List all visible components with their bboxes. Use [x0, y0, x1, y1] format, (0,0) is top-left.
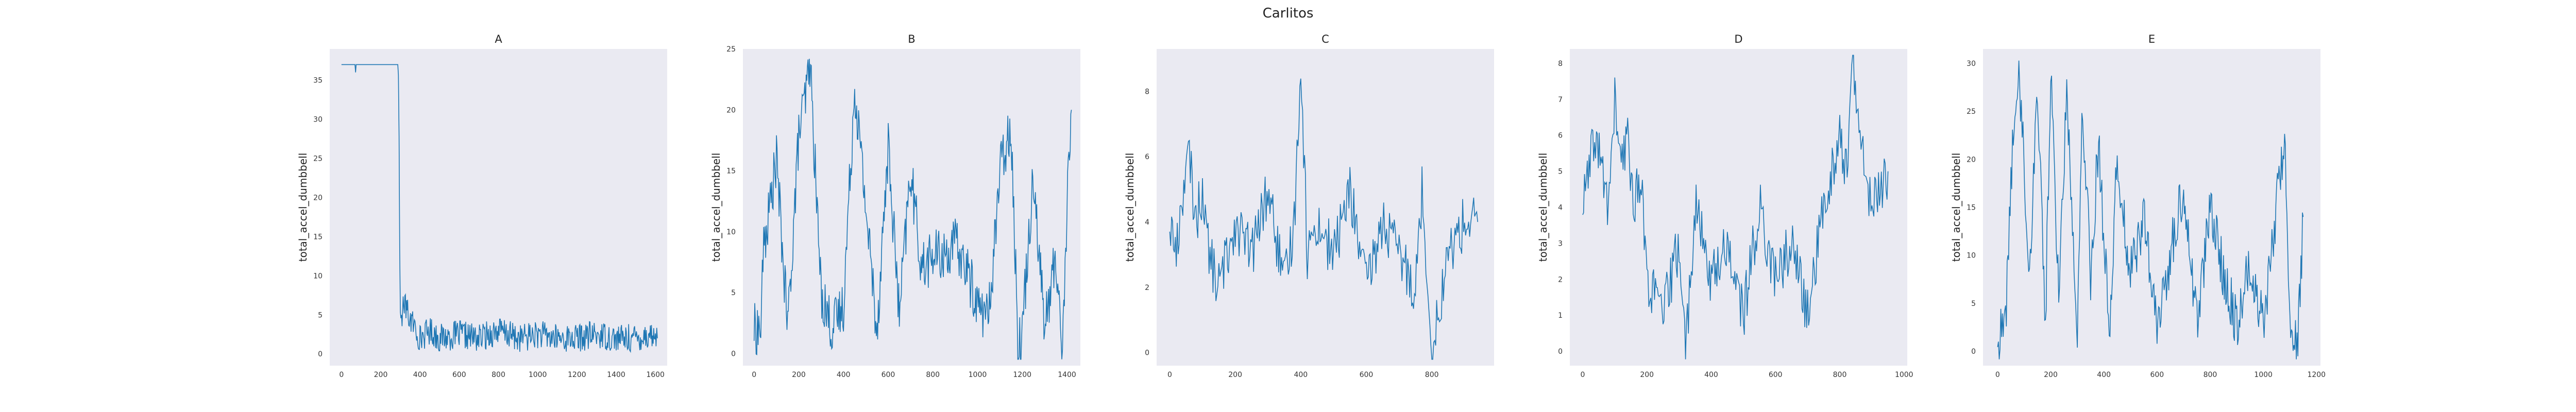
x-tick-label-a: 200: [374, 371, 388, 379]
x-tick-label-a: 400: [413, 371, 427, 379]
chart-title-d: D: [1734, 33, 1742, 45]
chart-title-e: E: [2148, 33, 2155, 45]
x-tick-label-a: 600: [452, 371, 466, 379]
y-tick-label-b: 10: [726, 228, 736, 236]
x-tick-label-b: 1400: [1058, 371, 1076, 379]
y-tick-label-b: 5: [731, 289, 736, 297]
plot-area-c: [1157, 49, 1494, 366]
x-tick-label-c: 800: [1425, 371, 1439, 379]
y-tick-label-d: 6: [1558, 132, 1563, 140]
x-tick-label-b: 1000: [969, 371, 987, 379]
y-tick-label-d: 0: [1558, 348, 1563, 356]
y-tick-label-a: 0: [318, 350, 323, 358]
y-axis-label-c: total_accel_dumbbell: [1124, 153, 1136, 262]
plot-area-e: [1983, 49, 2320, 366]
y-tick-label-a: 25: [313, 155, 323, 163]
series-line-d: [1582, 55, 1889, 359]
y-tick-label-e: 5: [1971, 300, 1976, 308]
x-tick-label-b: 600: [882, 371, 895, 379]
y-tick-label-d: 1: [1558, 312, 1563, 320]
y-tick-label-a: 15: [313, 233, 323, 241]
x-tick-label-d: 600: [1769, 371, 1783, 379]
y-tick-label-b: 15: [726, 167, 736, 176]
y-tick-label-e: 15: [1967, 204, 1976, 212]
y-tick-label-a: 10: [313, 272, 323, 280]
x-tick-label-e: 0: [1995, 371, 2000, 379]
x-tick-label-a: 1000: [529, 371, 547, 379]
y-tick-label-c: 6: [1145, 153, 1149, 161]
series-line-b: [753, 59, 1072, 360]
plot-area-b: [743, 49, 1080, 366]
y-tick-label-d: 3: [1558, 239, 1563, 248]
x-tick-label-a: 1400: [607, 371, 625, 379]
x-tick-label-d: 800: [1833, 371, 1847, 379]
x-tick-label-c: 400: [1294, 371, 1308, 379]
x-tick-label-b: 1200: [1013, 371, 1031, 379]
y-tick-label-e: 0: [1971, 348, 1976, 356]
plot-area-a: [330, 49, 667, 366]
x-tick-label-e: 1200: [2307, 371, 2326, 379]
y-axis-label-b: total_accel_dumbbell: [710, 153, 722, 262]
x-tick-label-a: 1200: [568, 371, 586, 379]
x-tick-label-b: 0: [752, 371, 756, 379]
y-tick-label-e: 25: [1967, 108, 1976, 116]
x-tick-label-d: 200: [1640, 371, 1654, 379]
x-tick-label-a: 1600: [646, 371, 665, 379]
y-tick-label-c: 4: [1145, 218, 1149, 227]
y-tick-label-b: 20: [726, 106, 736, 114]
x-tick-label-d: 0: [1580, 371, 1585, 379]
y-tick-label-b: 25: [726, 45, 736, 54]
x-tick-label-e: 600: [2150, 371, 2164, 379]
y-tick-label-c: 2: [1145, 284, 1149, 292]
x-tick-label-e: 200: [2044, 371, 2058, 379]
x-tick-label-e: 400: [2097, 371, 2111, 379]
y-tick-label-d: 8: [1558, 60, 1563, 68]
x-tick-label-a: 800: [492, 371, 505, 379]
y-tick-label-c: 8: [1145, 88, 1149, 96]
x-tick-label-c: 200: [1228, 371, 1242, 379]
y-tick-label-e: 20: [1967, 156, 1976, 164]
x-tick-label-b: 800: [926, 371, 940, 379]
plot-area-d: [1570, 49, 1907, 366]
x-tick-label-d: 1000: [1895, 371, 1913, 379]
y-axis-label-a: total_accel_dumbbell: [297, 153, 309, 262]
x-tick-label-b: 400: [837, 371, 851, 379]
figure-title: Carlitos: [1263, 6, 1314, 21]
y-tick-label-a: 5: [318, 311, 323, 319]
x-tick-label-e: 1000: [2254, 371, 2273, 379]
y-tick-label-d: 2: [1558, 276, 1563, 284]
y-tick-label-d: 4: [1558, 204, 1563, 212]
y-tick-label-b: 0: [731, 350, 736, 358]
y-axis-label-e: total_accel_dumbbell: [1950, 153, 1962, 262]
y-tick-label-e: 30: [1967, 60, 1976, 68]
series-line-e: [1997, 60, 2304, 359]
y-tick-label-a: 20: [313, 194, 323, 202]
x-tick-label-a: 0: [339, 371, 344, 379]
y-tick-label-d: 7: [1558, 96, 1563, 104]
x-tick-label-e: 800: [2204, 371, 2217, 379]
x-tick-label-c: 0: [1167, 371, 1172, 379]
y-tick-label-a: 30: [313, 116, 323, 124]
chart-title-b: B: [908, 33, 915, 45]
y-tick-label-e: 10: [1967, 252, 1976, 260]
x-tick-label-b: 200: [792, 371, 806, 379]
series-line-c: [1169, 78, 1478, 360]
y-tick-label-a: 35: [313, 77, 323, 85]
x-tick-label-c: 600: [1360, 371, 1374, 379]
y-axis-label-d: total_accel_dumbbell: [1537, 153, 1549, 262]
chart-title-c: C: [1321, 33, 1329, 45]
y-tick-label-d: 5: [1558, 168, 1563, 176]
chart-title-a: A: [495, 33, 502, 45]
x-tick-label-d: 400: [1704, 371, 1718, 379]
y-tick-label-c: 0: [1145, 349, 1149, 357]
series-line-a: [341, 64, 658, 353]
